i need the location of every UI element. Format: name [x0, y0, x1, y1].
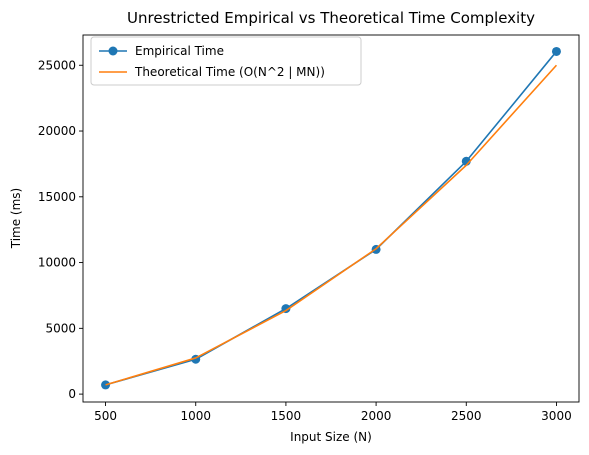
y-tick-label: 15000 — [38, 190, 76, 204]
y-tick-label: 5000 — [45, 321, 76, 335]
x-tick-label: 2000 — [361, 409, 392, 423]
y-tick-label: 0 — [68, 387, 76, 401]
x-axis-label: Input Size (N) — [290, 430, 372, 444]
legend-marker — [109, 47, 118, 56]
x-tick-label: 500 — [94, 409, 117, 423]
x-tick-label: 1500 — [271, 409, 302, 423]
y-tick-label: 25000 — [38, 58, 76, 72]
data-point — [101, 380, 110, 389]
x-tick-label: 3000 — [541, 409, 572, 423]
legend-label-2: Theoretical Time (O(N^2 | MN)) — [134, 65, 325, 79]
data-point — [552, 47, 561, 56]
y-tick-label: 20000 — [38, 124, 76, 138]
y-axis-label: Time (ms) — [9, 188, 23, 250]
chart-title: Unrestricted Empirical vs Theoretical Ti… — [127, 9, 535, 27]
y-tick-label: 10000 — [38, 256, 76, 270]
legend-label-1: Empirical Time — [135, 44, 224, 58]
legend: Empirical Time Theoretical Time (O(N^2 | … — [91, 37, 361, 85]
x-tick-label: 1000 — [180, 409, 211, 423]
x-tick-label: 2500 — [451, 409, 482, 423]
